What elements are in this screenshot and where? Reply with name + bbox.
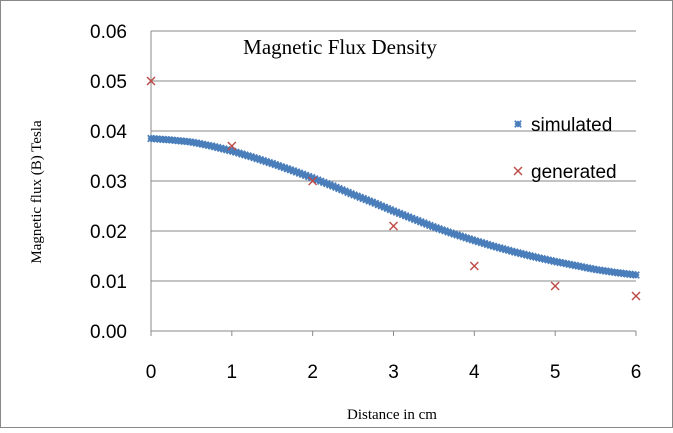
x-tick-label: 6 <box>631 362 642 383</box>
data-point-generated <box>227 141 237 151</box>
series-simulated <box>147 134 640 279</box>
grid-lines <box>151 30 636 282</box>
y-tick-label: 0.06 <box>90 22 127 43</box>
y-axis-title: Magnetic flux (B) Tesla <box>29 120 45 264</box>
y-tick-label: 0.03 <box>90 172 127 193</box>
x-tick-label: 4 <box>469 362 480 383</box>
y-tick-label: 0.05 <box>90 72 127 93</box>
data-point-generated <box>550 281 560 291</box>
legend-symbol-generated <box>513 166 523 176</box>
y-tick-label: 0.00 <box>90 322 127 343</box>
data-point-generated <box>146 76 156 86</box>
legend: simulated generated <box>513 115 617 183</box>
data-point-generated <box>308 176 318 186</box>
legend-marker-generated <box>513 166 523 176</box>
legend-marker-simulated <box>514 120 522 128</box>
x-tick-labels: 0 1 2 3 4 5 6 <box>146 362 642 383</box>
y-tick-label: 0.04 <box>90 122 127 143</box>
x-tick-label: 0 <box>146 362 157 383</box>
x-tick-label: 2 <box>307 362 318 383</box>
legend-label-simulated: simulated <box>531 115 612 136</box>
y-tick-label: 0.02 <box>90 222 127 243</box>
x-axis-title: Distance in cm <box>347 407 437 423</box>
data-point-generated <box>389 221 398 231</box>
x-tick-label: 5 <box>550 362 561 383</box>
data-point-generated <box>469 261 479 271</box>
legend-label-generated: generated <box>531 162 617 183</box>
y-tick-label: 0.01 <box>90 272 127 293</box>
x-tick-label: 1 <box>227 362 238 383</box>
data-point-generated <box>631 291 641 301</box>
y-tick-labels: 0.00 0.01 0.02 0.03 0.04 0.05 0.06 <box>90 22 127 343</box>
chart-title: Magnetic Flux Density <box>243 35 437 59</box>
x-tick-label: 3 <box>388 362 399 383</box>
data-point-simulated <box>632 271 640 279</box>
series-generated <box>146 76 641 301</box>
data-series <box>146 76 641 301</box>
legend-symbol-simulated <box>514 120 522 128</box>
